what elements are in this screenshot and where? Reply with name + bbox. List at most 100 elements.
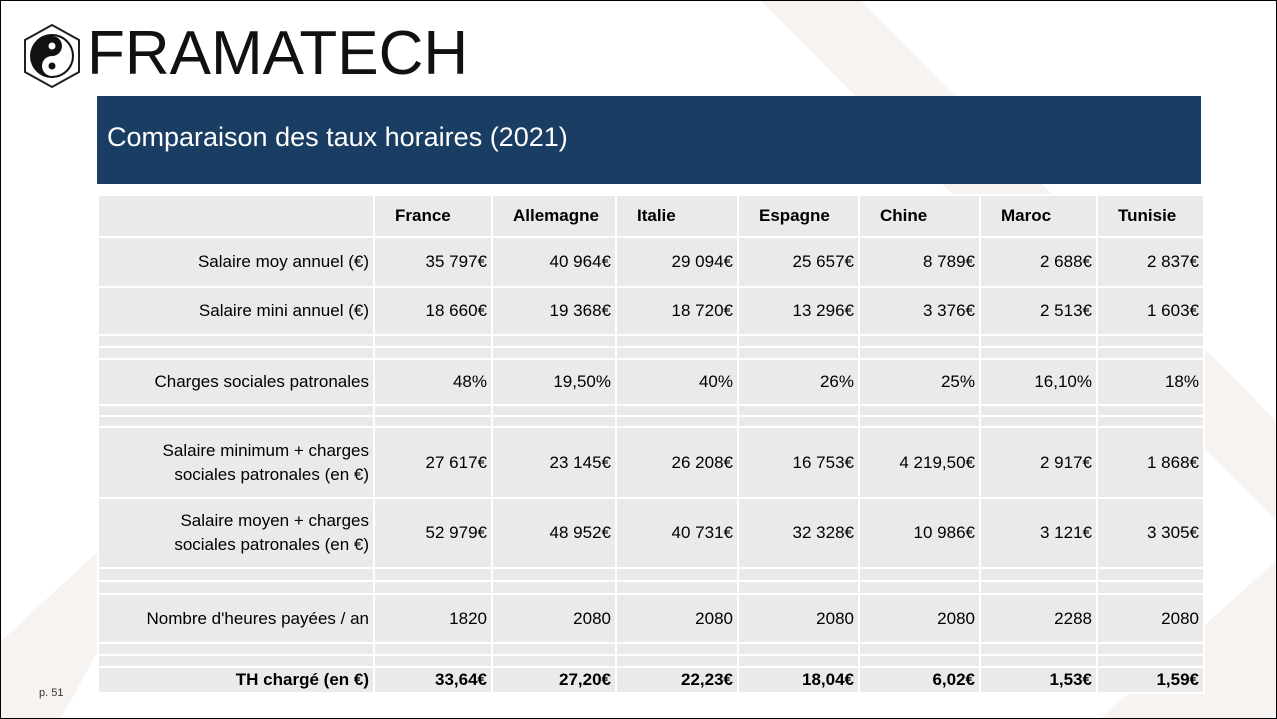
cell: 25 657€	[737, 236, 860, 288]
spacer-cell	[1096, 346, 1205, 360]
spacer-cell	[1096, 404, 1205, 417]
spacer-cell	[491, 415, 617, 428]
cell: 23 145€	[491, 426, 617, 499]
cell: 18 720€	[615, 286, 739, 336]
rate-table: France Allemagne Italie Espagne Chine Maroc Tu…	[97, 194, 1205, 694]
cell: 27,20€	[491, 666, 617, 694]
spacer-cell	[97, 346, 375, 360]
cell: 40 731€	[615, 497, 739, 569]
spacer-cell	[97, 415, 375, 428]
spacer-cell	[858, 404, 981, 417]
spacer-row	[97, 642, 1205, 656]
spacer-cell	[858, 415, 981, 428]
header-row: France Allemagne Italie Espagne Chine Maroc Tu…	[97, 194, 1205, 238]
spacer-cell	[1096, 580, 1205, 595]
spacer-cell	[979, 580, 1098, 595]
spacer-cell	[97, 654, 375, 668]
spacer-cell	[97, 642, 375, 656]
spacer-cell	[373, 346, 493, 360]
cell: 18%	[1096, 358, 1205, 406]
spacer-cell	[491, 567, 617, 582]
column-header: Maroc	[979, 194, 1098, 238]
spacer-cell	[615, 567, 739, 582]
logo	[24, 23, 80, 89]
spacer-cell	[373, 642, 493, 656]
spacer-cell	[979, 334, 1098, 348]
cell: 10 986€	[858, 497, 981, 569]
spacer-cell	[1096, 642, 1205, 656]
brand: FRAMATECH	[87, 19, 469, 88]
cell: 48 952€	[491, 497, 617, 569]
cell: 2080	[491, 593, 617, 644]
cell: 2080	[737, 593, 860, 644]
spacer-cell	[97, 404, 375, 417]
spacer-row	[97, 334, 1205, 348]
spacer-cell	[737, 404, 860, 417]
spacer-cell	[858, 654, 981, 668]
spacer-cell	[737, 642, 860, 656]
spacer-cell	[373, 580, 493, 595]
row-label: Charges sociales patronales	[97, 358, 375, 406]
spacer-cell	[979, 346, 1098, 360]
data-row: Charges sociales patronales 48% 19,50% 40% 2…	[97, 358, 1205, 406]
spacer-cell	[979, 404, 1098, 417]
cell: 35 797€	[373, 236, 493, 288]
spacer-cell	[979, 415, 1098, 428]
cell: 29 094€	[615, 236, 739, 288]
cell: 1 603€	[1096, 286, 1205, 336]
row-label: TH chargé (en €)	[97, 666, 375, 694]
spacer-cell	[1096, 654, 1205, 668]
cell: 19 368€	[491, 286, 617, 336]
cell: 2288	[979, 593, 1098, 644]
spacer-row	[97, 404, 1205, 417]
cell: 19,50%	[491, 358, 617, 406]
data-row: TH chargé (en €) 33,64€ 27,20€ 22,23€ 18,04€…	[97, 666, 1205, 694]
spacer-cell	[615, 642, 739, 656]
spacer-cell	[97, 567, 375, 582]
spacer-cell	[858, 334, 981, 348]
cell: 16,10%	[979, 358, 1098, 406]
spacer-cell	[615, 654, 739, 668]
row-label: Nombre d'heures payées / an	[97, 593, 375, 644]
spacer-cell	[737, 654, 860, 668]
spacer-cell	[737, 334, 860, 348]
spacer-cell	[737, 567, 860, 582]
spacer-cell	[979, 642, 1098, 656]
data-row: Salaire mini annuel (€) 18 660€ 19 368€ 18 …	[97, 286, 1205, 336]
column-header: France	[373, 194, 493, 238]
spacer-cell	[858, 346, 981, 360]
corner-cell	[97, 194, 375, 238]
cell: 26 208€	[615, 426, 739, 499]
column-header: Allemagne	[491, 194, 617, 238]
data-row: Salaire minimum + charges sociales patro…	[97, 426, 1205, 499]
row-label: Salaire moy annuel (€)	[97, 236, 375, 288]
cell: 2 688€	[979, 236, 1098, 288]
cell: 40 964€	[491, 236, 617, 288]
cell: 2 917€	[979, 426, 1098, 499]
data-row: Salaire moy annuel (€) 35 797€ 40 964€ 29 0…	[97, 236, 1205, 288]
column-header: Tunisie	[1096, 194, 1205, 238]
cell: 2080	[1096, 593, 1205, 644]
cell: 6,02€	[858, 666, 981, 694]
column-header: Chine	[858, 194, 981, 238]
spacer-cell	[373, 567, 493, 582]
spacer-cell	[737, 415, 860, 428]
cell: 40%	[615, 358, 739, 406]
cell: 2 513€	[979, 286, 1098, 336]
spacer-cell	[373, 404, 493, 417]
spacer-cell	[491, 334, 617, 348]
row-label: Salaire moyen + charges sociales patrona…	[97, 497, 375, 569]
cell: 27 617€	[373, 426, 493, 499]
spacer-cell	[97, 580, 375, 595]
cell: 32 328€	[737, 497, 860, 569]
data-row: Nombre d'heures payées / an 1820 2080 2080 2…	[97, 593, 1205, 644]
cell: 1 868€	[1096, 426, 1205, 499]
cell: 18,04€	[737, 666, 860, 694]
cell: 25%	[858, 358, 981, 406]
cell: 16 753€	[737, 426, 860, 499]
spacer-row	[97, 580, 1205, 595]
cell: 1,53€	[979, 666, 1098, 694]
cell: 3 305€	[1096, 497, 1205, 569]
spacer-row	[97, 346, 1205, 360]
spacer-cell	[373, 654, 493, 668]
